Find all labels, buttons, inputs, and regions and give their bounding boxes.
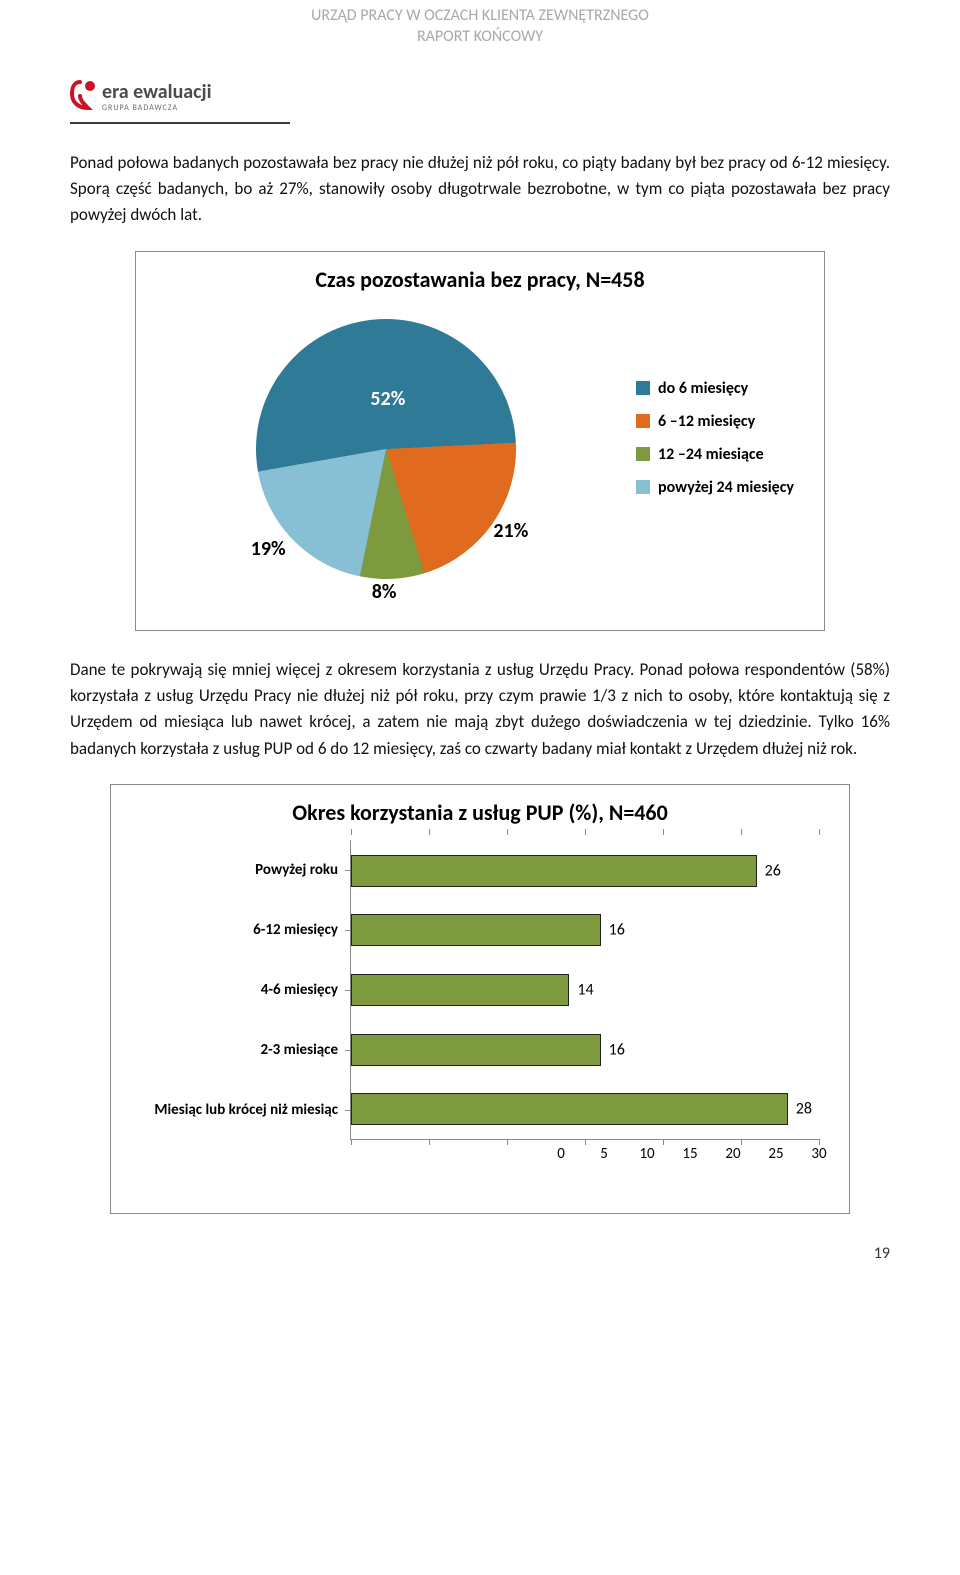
pie-slice-label: 21% — [493, 519, 528, 543]
hbar-bar: 28 — [351, 1093, 788, 1125]
hbar-xtick-label: 15 — [682, 1145, 697, 1163]
pie-slice-label: 52% — [370, 387, 405, 411]
doc-header: URZĄD PRACY W OCZACH KLIENTA ZEWNĘTRZNEG… — [70, 0, 890, 48]
hbar-value-label: 16 — [601, 1040, 625, 1059]
hbar-chart: Okres korzystania z usług PUP (%), N=460… — [110, 784, 850, 1214]
paragraph-2: Dane te pokrywają się mniej więcej z okr… — [70, 657, 890, 762]
hbar-value-label: 26 — [757, 861, 781, 880]
legend-item: powyżej 24 miesięcy — [636, 478, 794, 497]
pie-slice-label: 19% — [251, 537, 286, 561]
hbar-bar: 16 — [351, 914, 601, 946]
hbar-xtick-label: 25 — [768, 1145, 783, 1163]
hbar-category-label: Miesiąc lub krócej niż miesiąc — [154, 1101, 338, 1119]
hbar-xtick-label: 10 — [639, 1145, 654, 1163]
hbar-xtick-label: 5 — [600, 1145, 608, 1163]
header-line2: RAPORT KOŃCOWY — [70, 27, 890, 48]
brand-logo: era ewaluacji GRUPA BADAWCZA — [70, 76, 290, 124]
hbar-xlabels: 051015202530 — [561, 1139, 819, 1145]
pie-chart-title: Czas pozostawania bez pracy, N=458 — [136, 252, 824, 299]
hbar-bar: 16 — [351, 1034, 601, 1066]
hbar-value-label: 28 — [788, 1100, 812, 1119]
hbar-category-label: Powyżej roku — [255, 861, 338, 879]
legend-label: powyżej 24 miesięcy — [658, 478, 794, 497]
legend-swatch — [636, 480, 650, 494]
legend-label: 12 –24 miesiące — [658, 445, 764, 464]
hbar-xtick-label: 30 — [811, 1145, 826, 1163]
hbar-bars: 051015202530 2616141628 — [351, 840, 819, 1140]
legend-item: 6 –12 miesięcy — [636, 412, 794, 431]
hbar-yaxis: Powyżej roku 6-12 miesięcy 4-6 miesięcy 2-3… — [141, 840, 351, 1140]
pie-slice-label: 8% — [372, 580, 397, 604]
legend-swatch — [636, 447, 650, 461]
legend-item: 12 –24 miesiące — [636, 445, 794, 464]
legend-label: do 6 miesięcy — [658, 379, 748, 398]
pie-graphic — [256, 319, 516, 579]
legend-item: do 6 miesięcy — [636, 379, 794, 398]
header-line1: URZĄD PRACY W OCZACH KLIENTA ZEWNĘTRZNEG… — [70, 6, 890, 27]
hbar-category-label: 6-12 miesięcy — [253, 921, 338, 939]
logo-text-main: era ewaluacji — [102, 80, 212, 104]
hbar-bar: 26 — [351, 855, 757, 887]
pie-legend: do 6 miesięcy 6 –12 miesięcy 12 –24 miesią… — [636, 379, 794, 511]
logo-svg: era ewaluacji GRUPA BADAWCZA — [70, 76, 280, 116]
hbar-bar: 14 — [351, 974, 569, 1006]
legend-swatch — [636, 381, 650, 395]
logo-text-sub: GRUPA BADAWCZA — [102, 103, 178, 113]
hbar-plot: Powyżej roku 6-12 miesięcy 4-6 miesięcy 2-3… — [141, 840, 819, 1140]
pie-chart-body: 52%21%8%19% do 6 miesięcy6 –12 miesięcy1… — [136, 299, 824, 599]
hbar-category-label: 2-3 miesiące — [260, 1041, 338, 1059]
hbar-chart-title: Okres korzystania z usług PUP (%), N=460 — [111, 785, 849, 832]
hbar-xtick-label: 0 — [557, 1145, 565, 1163]
legend-swatch — [636, 414, 650, 428]
legend-label: 6 –12 miesięcy — [658, 412, 755, 431]
hbar-value-label: 14 — [569, 981, 593, 1000]
hbar-category-label: 4-6 miesięcy — [261, 981, 338, 999]
pie-chart: Czas pozostawania bez pracy, N=458 52% 21… — [135, 251, 825, 631]
page-number: 19 — [70, 1244, 890, 1263]
paragraph-1: Ponad połowa badanych pozostawała bez pr… — [70, 150, 890, 229]
hbar-value-label: 16 — [601, 921, 625, 940]
hbar-xtick-label: 20 — [725, 1145, 740, 1163]
